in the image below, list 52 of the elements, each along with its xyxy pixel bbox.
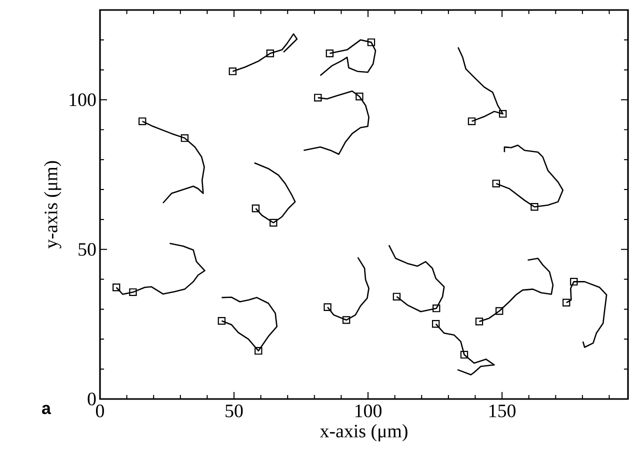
point — [218, 317, 226, 325]
line-series — [435, 323, 495, 376]
y-axis-title: y-axis (μm) — [44, 161, 62, 248]
point — [367, 38, 376, 46]
point — [266, 50, 274, 58]
point — [392, 292, 401, 301]
point — [138, 117, 146, 126]
line-series — [495, 144, 564, 208]
x-tick-label: 50 — [226, 404, 243, 418]
y-tick-label: 50 — [78, 243, 96, 256]
line-series — [232, 33, 298, 72]
point — [468, 117, 476, 126]
point — [475, 318, 484, 326]
point — [112, 284, 120, 292]
line-series — [254, 162, 296, 224]
point — [492, 180, 500, 188]
line-series — [320, 39, 376, 76]
line-series — [221, 296, 278, 352]
line-series — [478, 258, 554, 322]
point — [570, 278, 578, 286]
point — [530, 203, 538, 211]
x-tick-label: 150 — [489, 404, 516, 418]
line-series — [303, 90, 370, 155]
point — [498, 110, 507, 118]
y-tick-label: 100 — [70, 93, 96, 106]
point — [562, 298, 570, 306]
point — [356, 92, 364, 100]
point — [254, 346, 262, 355]
line-series — [457, 46, 504, 122]
x-tick-label: 100 — [355, 404, 382, 418]
point — [180, 134, 189, 142]
line-series — [388, 244, 445, 312]
point — [460, 350, 468, 359]
point — [496, 307, 504, 315]
line-series — [116, 242, 206, 295]
point — [228, 67, 237, 76]
point — [129, 288, 137, 296]
x-tick-label: 0 — [96, 404, 104, 418]
line-series — [326, 256, 370, 321]
point — [324, 303, 332, 311]
y-tick-label: 0 — [88, 392, 96, 406]
point — [252, 204, 260, 212]
point — [432, 320, 440, 328]
line-series — [142, 120, 205, 204]
point — [314, 94, 322, 102]
line-series — [566, 281, 608, 348]
text: a — [42, 404, 52, 414]
point — [326, 50, 334, 58]
point — [270, 218, 278, 227]
point — [432, 304, 440, 312]
point — [342, 316, 350, 324]
x-axis-title: x-axis (μm) — [320, 424, 408, 442]
